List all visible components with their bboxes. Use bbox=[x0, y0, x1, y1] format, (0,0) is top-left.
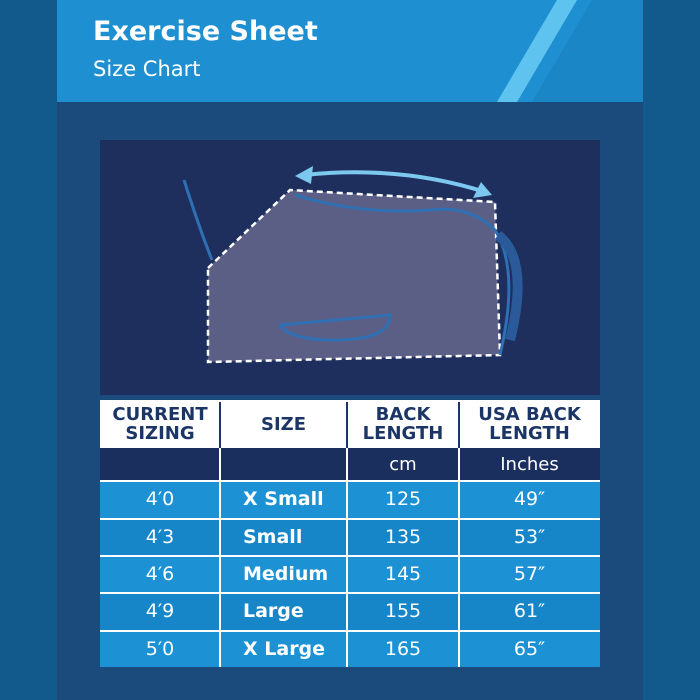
stripes bbox=[497, 0, 643, 102]
table-cell: X Large bbox=[243, 637, 326, 660]
column-header: CURRENT SIZING bbox=[100, 400, 220, 448]
table-cell: 165 bbox=[384, 637, 422, 660]
table-cell: 57″ bbox=[513, 562, 546, 585]
header-line: BACK bbox=[375, 404, 431, 425]
row-bg bbox=[100, 630, 600, 667]
divider bbox=[346, 555, 348, 592]
table-cell: 135 bbox=[384, 525, 422, 548]
table-cell: Small bbox=[243, 525, 303, 548]
table-cell: Large bbox=[243, 600, 304, 622]
divider bbox=[346, 448, 348, 480]
divider bbox=[458, 555, 460, 592]
header-line: CURRENT bbox=[112, 404, 208, 425]
divider bbox=[458, 480, 460, 518]
divider bbox=[458, 592, 460, 630]
table-cell: 125 bbox=[384, 488, 422, 510]
column-header: SIZE bbox=[220, 400, 347, 448]
title: Exercise Sheet bbox=[93, 16, 318, 47]
header-line: USA BACK bbox=[478, 404, 581, 425]
divider bbox=[219, 402, 221, 448]
table-cell: 53″ bbox=[513, 525, 546, 548]
header-line: LENGTH bbox=[362, 423, 444, 444]
table-cell: 49″ bbox=[513, 488, 546, 510]
table-cell: X Small bbox=[243, 488, 324, 510]
table-cell: 4′9 bbox=[145, 600, 175, 622]
column-header: BACK LENGTH bbox=[347, 400, 459, 448]
divider bbox=[458, 630, 460, 667]
header-line: SIZE bbox=[260, 413, 306, 435]
divider bbox=[346, 402, 348, 448]
divider bbox=[458, 448, 460, 480]
row-bg bbox=[100, 592, 600, 630]
illustration bbox=[100, 140, 600, 395]
divider bbox=[219, 592, 221, 630]
table-cell: 4′6 bbox=[145, 562, 175, 585]
table-cell: 155 bbox=[384, 600, 422, 622]
divider bbox=[346, 630, 348, 667]
table-cell: 4′0 bbox=[145, 488, 175, 510]
header-band bbox=[57, 0, 643, 102]
divider bbox=[219, 480, 221, 518]
table-cell: 145 bbox=[384, 562, 422, 585]
unit-label: cm bbox=[389, 453, 417, 475]
table-cell: 65″ bbox=[513, 637, 546, 660]
divider bbox=[346, 592, 348, 630]
row-bg bbox=[100, 518, 600, 555]
header-line: SIZING bbox=[125, 423, 195, 444]
table-cell: 5′0 bbox=[145, 637, 175, 660]
divider bbox=[219, 630, 221, 667]
units-row bbox=[100, 448, 600, 480]
divider bbox=[219, 555, 221, 592]
divider bbox=[219, 448, 221, 480]
divider bbox=[219, 518, 221, 555]
header-line: LENGTH bbox=[489, 423, 570, 444]
table-cell: Medium bbox=[243, 562, 329, 585]
row-bg bbox=[100, 480, 600, 518]
divider bbox=[458, 402, 460, 448]
row-bg bbox=[100, 555, 600, 592]
subtitle: Size Chart bbox=[93, 57, 201, 81]
divider bbox=[346, 518, 348, 555]
column-header: USA BACK LENGTH bbox=[459, 400, 600, 448]
divider bbox=[346, 480, 348, 518]
divider bbox=[458, 518, 460, 555]
table-cell: 61″ bbox=[513, 600, 546, 622]
table-cell: 4′3 bbox=[145, 525, 175, 548]
unit-label: Inches bbox=[500, 453, 559, 475]
